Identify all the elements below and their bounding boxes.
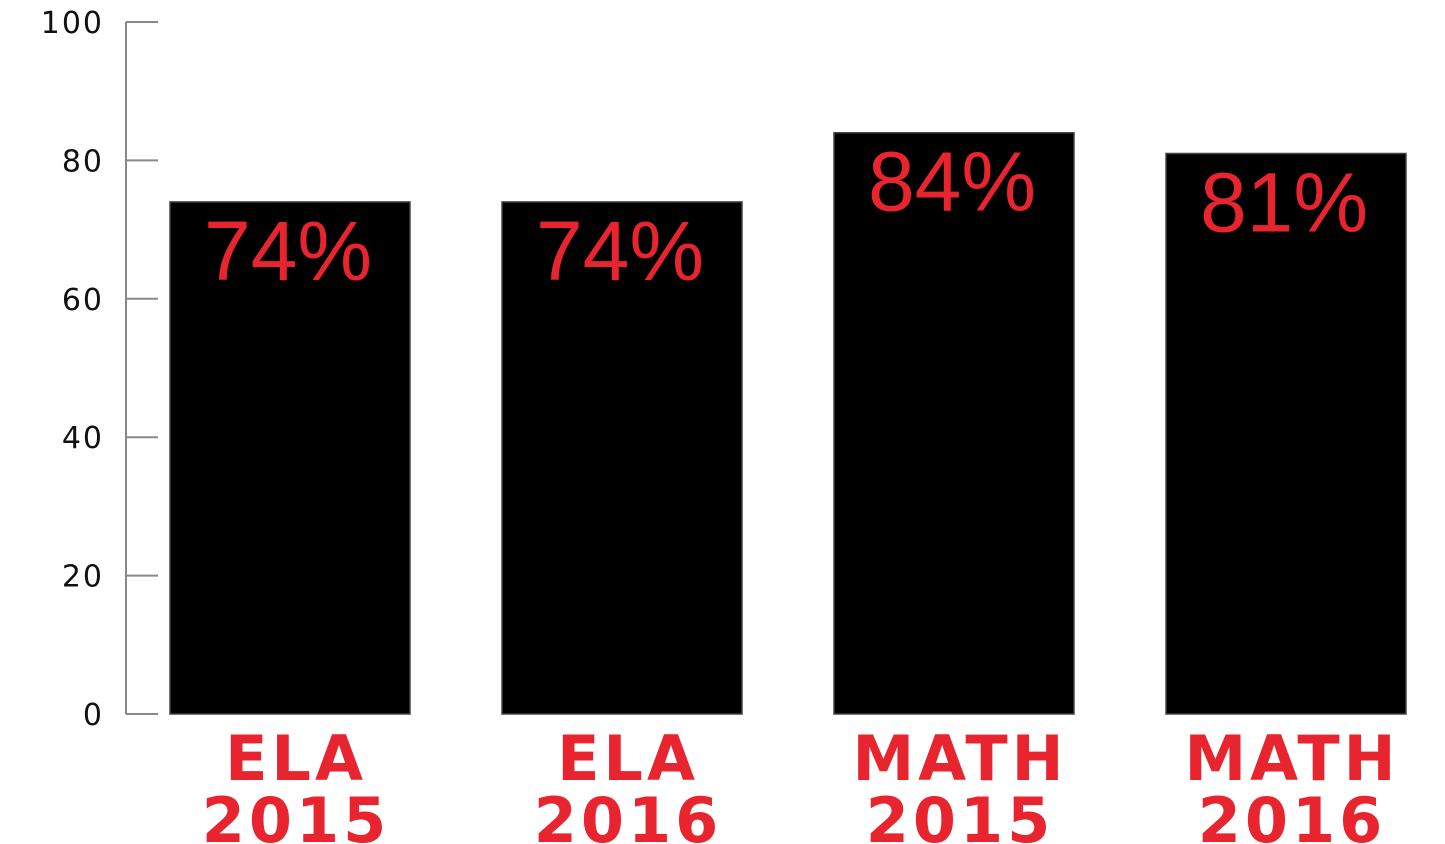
- y-tick-label: 40: [62, 421, 104, 456]
- y-tick-label: 100: [41, 6, 104, 41]
- bar-value-label: 84%: [868, 135, 1036, 229]
- value-labels-group: 74% 74% 84% 81%: [204, 135, 1368, 298]
- y-tick-label: 0: [83, 698, 104, 733]
- category-label-line2: 2016: [1198, 784, 1387, 844]
- cropped-title-fragment: [0, 0, 1445, 8]
- y-tick-label: 20: [62, 560, 104, 595]
- category-label-line1: ELA: [557, 722, 699, 795]
- bars-group: [169, 131, 1407, 715]
- y-axis: 0 20 40 60 80 100: [41, 6, 158, 733]
- bar: [169, 201, 411, 715]
- y-tick-label: 80: [62, 144, 104, 179]
- bar-value-label: 81%: [1200, 155, 1368, 249]
- y-tick-label: 60: [62, 283, 104, 318]
- category-label-line2: 2016: [534, 784, 723, 844]
- bar-value-label: 74%: [536, 204, 704, 298]
- category-label-line1: MATH: [852, 722, 1067, 795]
- category-label-line2: 2015: [202, 784, 391, 844]
- category-label-line2: 2015: [866, 784, 1055, 844]
- category-label-line1: ELA: [225, 722, 367, 795]
- bar: [1165, 152, 1407, 715]
- category-label-line1: MATH: [1184, 722, 1399, 795]
- bar-value-label: 74%: [204, 204, 372, 298]
- bar: [833, 131, 1075, 715]
- bar: [501, 201, 743, 715]
